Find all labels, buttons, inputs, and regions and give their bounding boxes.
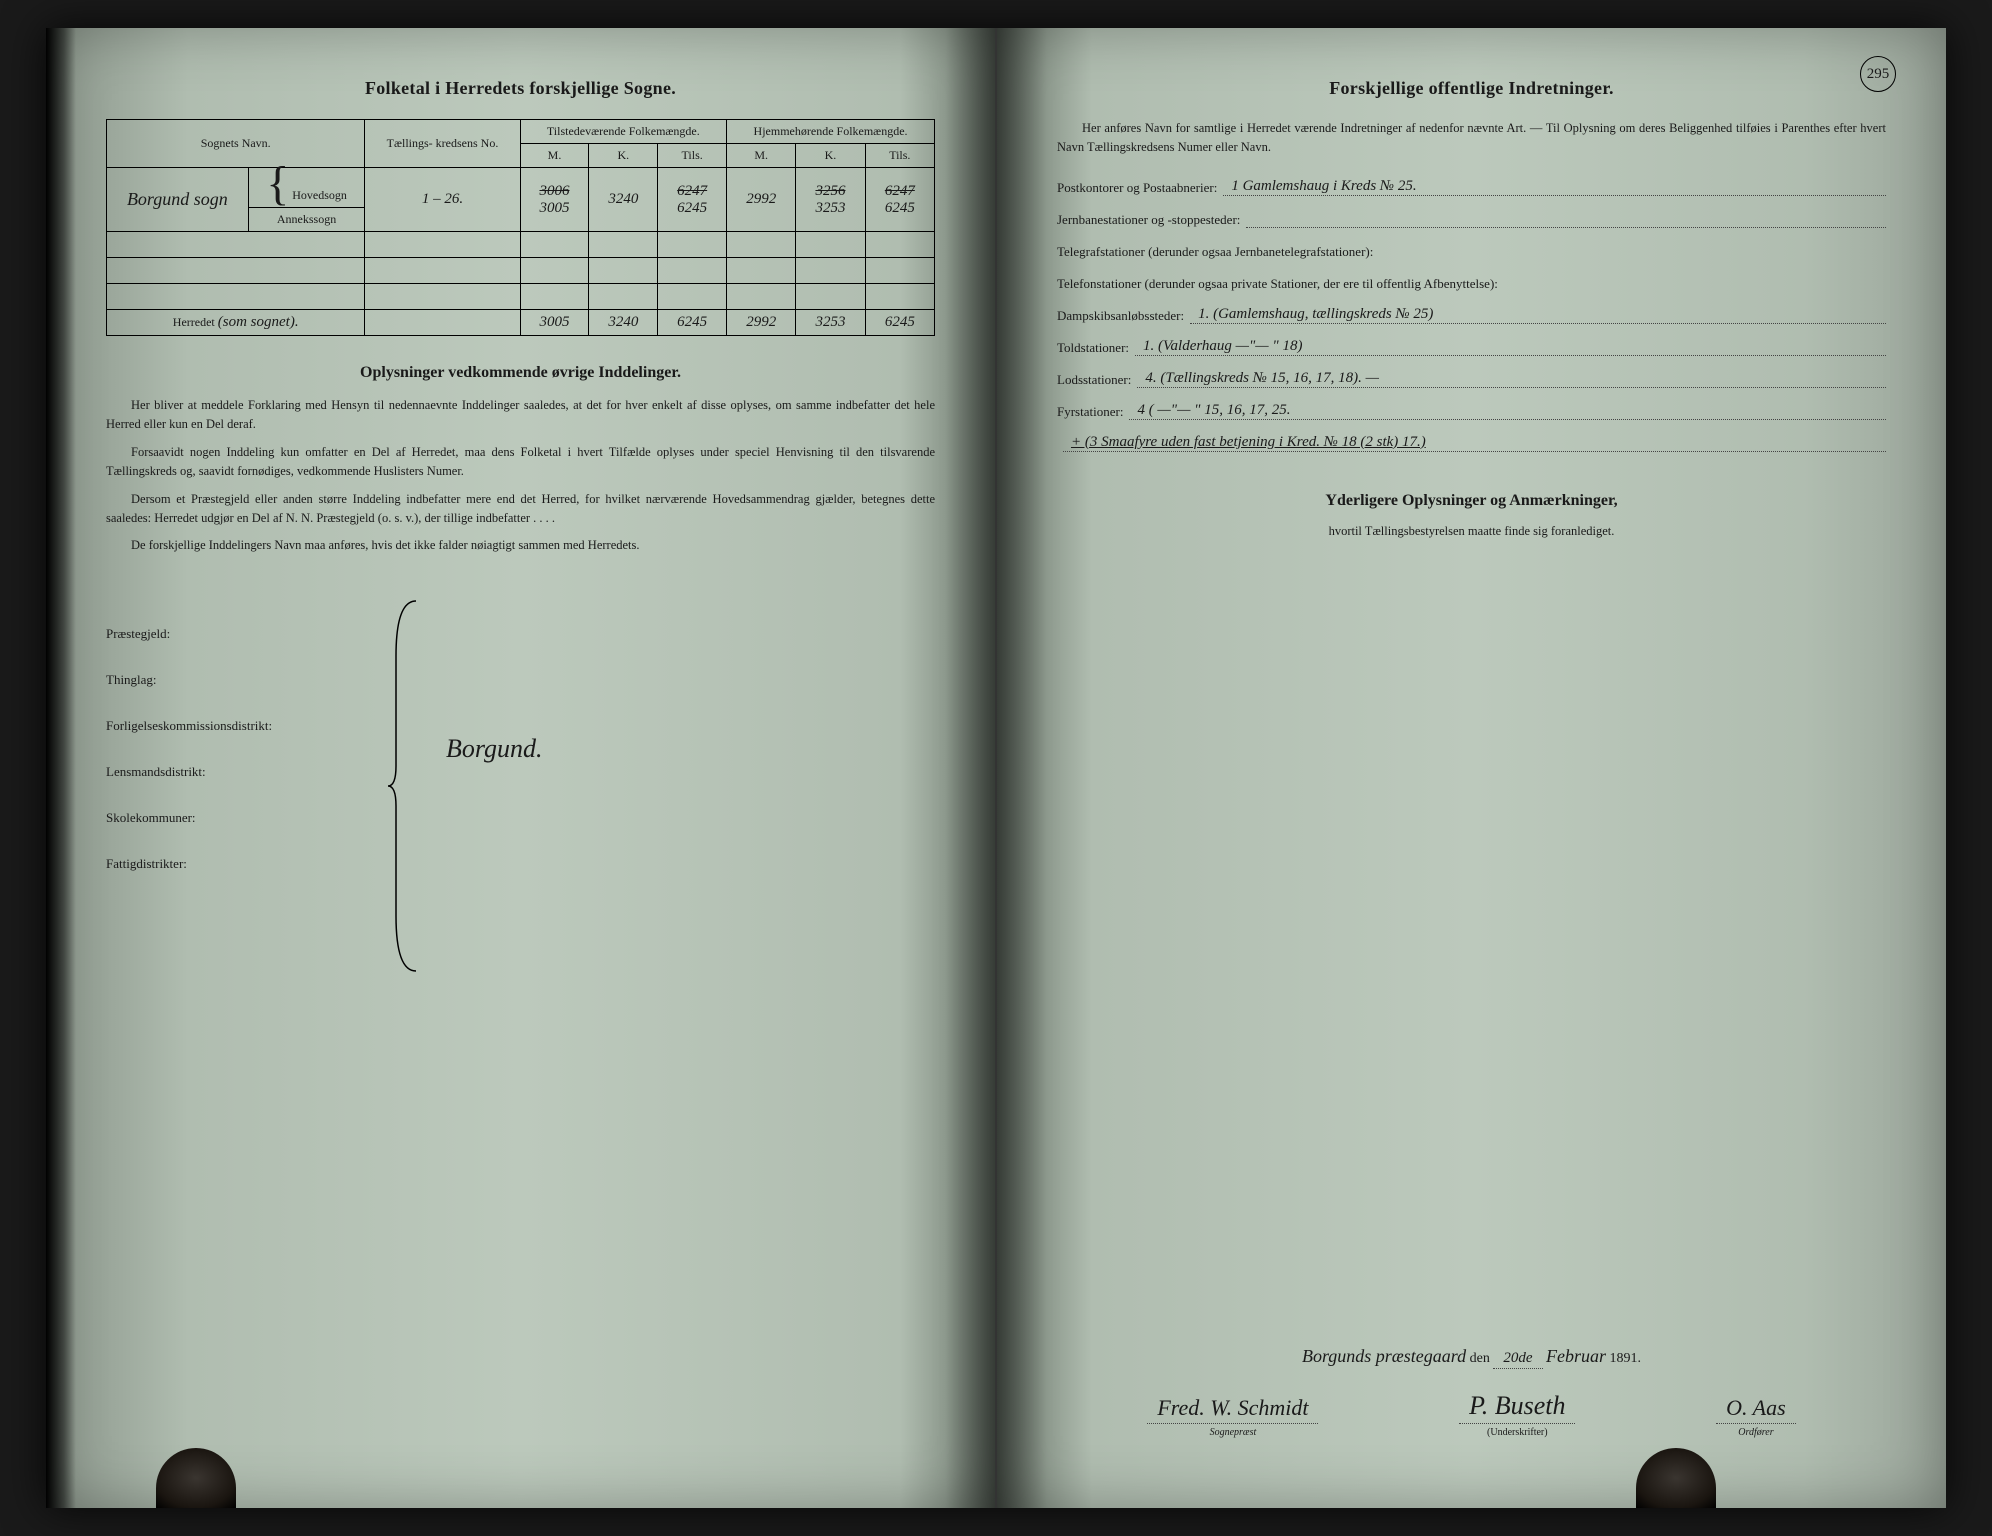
binding-edge — [46, 28, 76, 1508]
label-lods: Lodsstationer: — [1057, 372, 1137, 388]
field-extra: + (3 Smaafyre uden fast betjening i Kred… — [1057, 434, 1886, 452]
signature-3: O. Aas Ordfører — [1716, 1395, 1796, 1438]
divisions-block: Præstegjeld: Thinglag: Forligelseskommis… — [106, 596, 935, 902]
spine-shadow — [945, 28, 995, 1508]
cell-t1: 62476245 — [658, 168, 727, 232]
page-number: 295 — [1860, 56, 1896, 92]
label-dampskib: Dampskibsanløbssteder: — [1057, 308, 1190, 324]
cell-k2: 32563253 — [796, 168, 865, 232]
value-telefon — [1504, 274, 1886, 292]
tot-t1: 6245 — [658, 310, 727, 336]
div-forligelse: Forligelseskommissionsdistrikt: — [106, 718, 386, 734]
tot-k2: 3253 — [796, 310, 865, 336]
th-hjemme: Hjemmehørende Folkemængde. — [727, 120, 935, 144]
census-table: Sognets Navn. Tællings- kredsens No. Til… — [106, 119, 935, 336]
cell-k1: 3240 — [589, 168, 658, 232]
field-dampskib: Dampskibsanløbssteder: 1. (Gamlemshaug, … — [1057, 306, 1886, 324]
div-lensmand: Lensmandsdistrikt: — [106, 764, 386, 780]
value-post: 1 Gamlemshaug i Kreds № 25. — [1223, 178, 1886, 196]
field-jernbane: Jernbanestationer og -stoppesteder: — [1057, 210, 1886, 228]
row-anneks: Annekssogn — [248, 208, 365, 232]
fields-block: Postkontorer og Postaabnerier: 1 Gamlems… — [1057, 178, 1886, 452]
field-lods: Lodsstationer: 4. (Tællingskreds № 15, 1… — [1057, 370, 1886, 388]
para3: Dersom et Præstegjeld eller anden større… — [106, 490, 935, 529]
label-jernbane: Jernbanestationer og -stoppesteder: — [1057, 212, 1246, 228]
page-clip — [1636, 1448, 1716, 1508]
th-k1: K. — [589, 144, 658, 168]
label-post: Postkontorer og Postaabnerier: — [1057, 180, 1223, 196]
right-intro: Her anføres Navn for samtlige i Herredet… — [1057, 119, 1886, 158]
value-jernbane — [1246, 210, 1886, 228]
div-skole: Skolekommuner: — [106, 810, 386, 826]
div-praestegjeld: Præstegjeld: — [106, 626, 386, 642]
field-post: Postkontorer og Postaabnerier: 1 Gamlems… — [1057, 178, 1886, 196]
cell-m1: 30063005 — [520, 168, 589, 232]
div-thinglag: Thinglag: — [106, 672, 386, 688]
signatures-row: Fred. W. Schmidt Sognepræst P. Buseth (U… — [1077, 1391, 1866, 1438]
value-telegraf — [1379, 242, 1886, 260]
field-telegraf: Telegrafstationer (derunder ogsaa Jernba… — [1057, 242, 1886, 260]
right-page: 295 Forskjellige offentlige Indretninger… — [997, 28, 1946, 1508]
th-t2: Tils. — [865, 144, 934, 168]
field-fyr: Fyrstationer: 4 ( —"— " 15, 16, 17, 25. — [1057, 402, 1886, 420]
spine-shadow — [997, 28, 1047, 1508]
kreds-no: 1 – 26. — [365, 168, 520, 232]
cell-m2: 2992 — [727, 168, 796, 232]
right-subtitle: Yderligere Oplysninger og Anmærkninger, — [1057, 492, 1886, 510]
brace-icon — [386, 596, 426, 902]
th-m1: M. — [520, 144, 589, 168]
th-tilstede: Tilstedeværende Folkemængde. — [520, 120, 726, 144]
hoved-label: Hovedsogn — [292, 188, 347, 202]
para2: Forsaavidt nogen Inddeling kun omfatter … — [106, 443, 935, 482]
tot-m2: 2992 — [727, 310, 796, 336]
cell-t2: 62476245 — [865, 168, 934, 232]
signature-1: Fred. W. Schmidt Sognepræst — [1147, 1395, 1318, 1438]
para4: De forskjellige Inddelingers Navn maa an… — [106, 536, 935, 555]
value-fyr: 4 ( —"— " 15, 16, 17, 25. — [1129, 402, 1886, 420]
left-page: Folketal i Herredets forskjellige Sogne.… — [46, 28, 997, 1508]
label-fyr: Fyrstationer: — [1057, 404, 1129, 420]
value-lods: 4. (Tællingskreds № 15, 16, 17, 18). — — [1137, 370, 1886, 388]
tot-k1: 3240 — [589, 310, 658, 336]
th-m2: M. — [727, 144, 796, 168]
right-title: Forskjellige offentlige Indretninger. — [1057, 78, 1886, 99]
date-line: Borgunds præstegaard den 20de Februar 18… — [1077, 1346, 1866, 1367]
tot-m1: 3005 — [520, 310, 589, 336]
field-told: Toldstationer: 1. (Valderhaug —"— " 18) — [1057, 338, 1886, 356]
book-spread: Folketal i Herredets forskjellige Sogne.… — [46, 28, 1946, 1508]
label-telegraf: Telegrafstationer (derunder ogsaa Jernba… — [1057, 244, 1379, 260]
value-told: 1. (Valderhaug —"— " 18) — [1135, 338, 1886, 356]
page-clip — [156, 1448, 236, 1508]
value-dampskib: 1. (Gamlemshaug, tællingskreds № 25) — [1190, 306, 1886, 324]
para1: Her bliver at meddele Forklaring med Hen… — [106, 396, 935, 435]
division-labels: Præstegjeld: Thinglag: Forligelseskommis… — [106, 596, 386, 902]
th-k2: K. — [796, 144, 865, 168]
herredet-row: Herredet (som sognet). — [107, 310, 365, 336]
sogn-name: Borgund sogn — [107, 168, 249, 232]
field-telefon: Telefonstationer (derunder ogsaa private… — [1057, 274, 1886, 292]
th-t1: Tils. — [658, 144, 727, 168]
label-told: Toldstationer: — [1057, 340, 1135, 356]
left-title: Folketal i Herredets forskjellige Sogne. — [106, 78, 935, 99]
div-fattig: Fattigdistrikter: — [106, 856, 386, 872]
row-hoved: { Hovedsogn — [248, 168, 365, 208]
th-sogn: Sognets Navn. — [107, 120, 365, 168]
signature-2: P. Buseth (Underskrifter) — [1459, 1391, 1575, 1438]
tot-t2: 6245 — [865, 310, 934, 336]
right-subtitle-sub: hvortil Tællingsbestyrelsen maatte finde… — [1057, 524, 1886, 539]
value-extra: + (3 Smaafyre uden fast betjening i Kred… — [1063, 434, 1886, 452]
left-subtitle: Oplysninger vedkommende øvrige Inddeling… — [106, 364, 935, 382]
signature-block: Borgunds præstegaard den 20de Februar 18… — [1077, 1346, 1866, 1438]
label-telefon: Telefonstationer (derunder ogsaa private… — [1057, 276, 1504, 292]
th-kreds: Tællings- kredsens No. — [365, 120, 520, 168]
division-value: Borgund. — [426, 596, 935, 902]
